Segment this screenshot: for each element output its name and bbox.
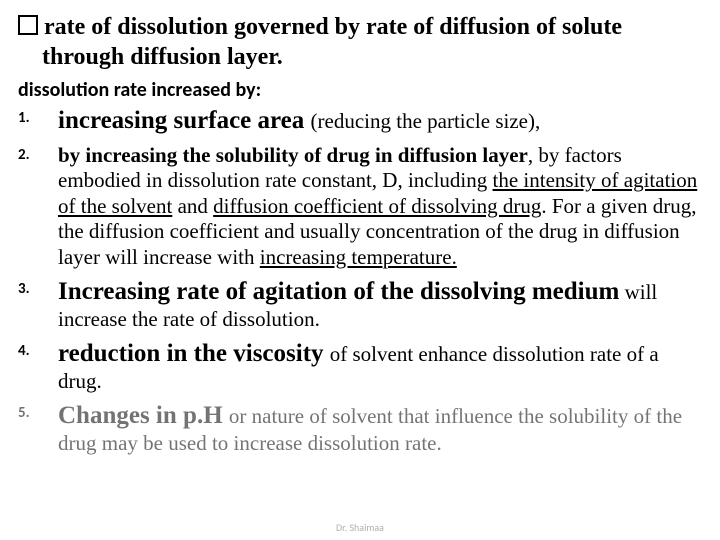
list-number: 4. bbox=[18, 342, 30, 360]
list-item: 1. increasing surface area (reducing the… bbox=[18, 106, 702, 137]
list-body: by increasing the solubility of drug in … bbox=[58, 143, 702, 271]
list-body: reduction in the viscosity of solvent en… bbox=[58, 339, 702, 395]
list-number: 5. bbox=[18, 404, 30, 422]
text-emph: Changes in p.H bbox=[58, 402, 229, 429]
headline: rate of dissolution governed by rate of … bbox=[18, 12, 702, 72]
subheading: dissolution rate increased by: bbox=[18, 78, 702, 102]
headline-line2: through diffusion layer. bbox=[42, 42, 702, 72]
text-emph: by increasing the solubility of drug in … bbox=[58, 143, 528, 167]
text: and bbox=[172, 194, 213, 218]
list-item: 4. reduction in the viscosity of solvent… bbox=[18, 339, 702, 395]
text-emph: reduction in the viscosity bbox=[58, 340, 330, 367]
list-item: 3. Increasing rate of agitation of the d… bbox=[18, 277, 702, 333]
text-underline: increasing temperature. bbox=[260, 245, 457, 269]
text-emph: Increasing rate of agitation of the diss… bbox=[58, 278, 619, 305]
factors-list: 1. increasing surface area (reducing the… bbox=[18, 106, 702, 457]
checkbox-icon bbox=[18, 15, 38, 35]
list-number: 1. bbox=[18, 109, 30, 127]
list-body: increasing surface area (reducing the pa… bbox=[58, 106, 702, 137]
list-item: 2. by increasing the solubility of drug … bbox=[18, 143, 702, 271]
list-item: 5. Changes in p.H or nature of solvent t… bbox=[18, 401, 702, 457]
footer-author: Dr. Shaimaa bbox=[0, 521, 720, 534]
list-number: 2. bbox=[18, 146, 30, 164]
text: (reducing the particle size), bbox=[311, 109, 541, 133]
list-number: 3. bbox=[18, 280, 30, 298]
text-underline: diffusion coefficient of dissolving drug bbox=[213, 194, 541, 218]
text-emph: increasing surface area bbox=[58, 107, 311, 134]
slide: rate of dissolution governed by rate of … bbox=[0, 0, 720, 540]
headline-line1: rate of dissolution governed by rate of … bbox=[44, 14, 622, 40]
list-body: Changes in p.H or nature of solvent that… bbox=[58, 401, 702, 457]
list-body: Increasing rate of agitation of the diss… bbox=[58, 277, 702, 333]
